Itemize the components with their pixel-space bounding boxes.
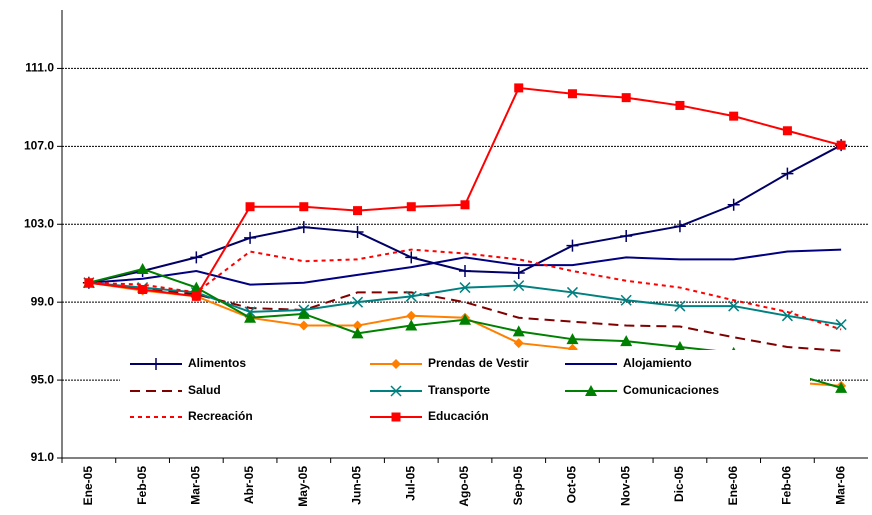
y-tick-label: 103.0 (24, 216, 54, 230)
marker (351, 327, 364, 339)
marker (298, 320, 309, 331)
marker (351, 226, 364, 239)
marker (244, 311, 257, 323)
legend-label: Comunicaciones (623, 383, 719, 397)
x-tick-label: Oct-05 (565, 466, 579, 504)
x-tick-label: Feb-06 (780, 466, 794, 505)
marker (405, 319, 418, 331)
marker (512, 266, 525, 279)
legend-label: Recreación (188, 409, 253, 423)
legend-label: Alojamiento (623, 356, 692, 370)
x-tick-label: Abr-05 (242, 466, 256, 504)
marker (567, 89, 577, 99)
legend-label: Alimentos (188, 356, 246, 370)
y-tick-label: 91.0 (31, 450, 55, 464)
marker (406, 310, 417, 321)
marker (136, 263, 149, 275)
marker (459, 313, 471, 325)
series-line (88, 248, 842, 286)
y-tick-label: 111.0 (25, 61, 54, 75)
marker (406, 202, 416, 212)
marker (138, 285, 148, 295)
marker (727, 198, 740, 211)
marker (512, 325, 525, 337)
marker (405, 290, 417, 302)
marker (459, 265, 471, 278)
marker (353, 206, 363, 216)
marker (781, 167, 794, 180)
marker (729, 111, 739, 121)
marker (460, 200, 470, 210)
marker (836, 140, 846, 150)
x-tick-label: Mar-05 (189, 466, 203, 505)
marker (352, 320, 363, 331)
marker (513, 280, 525, 292)
marker (673, 220, 686, 233)
x-tick-label: Ene-06 (726, 466, 740, 506)
x-tick-label: Ago-05 (457, 466, 471, 507)
x-tick-label: Dic-05 (672, 466, 686, 502)
marker (84, 278, 94, 288)
marker (782, 126, 792, 136)
marker (297, 221, 310, 234)
legend-label: Salud (188, 383, 221, 397)
legend-marker (390, 385, 402, 397)
legend-label: Educación (428, 409, 489, 423)
marker (299, 202, 309, 212)
legend: Alimentos Prendas de Vestir Alojamiento Sal… (120, 350, 810, 432)
legend-label: Transporte (428, 383, 490, 397)
marker (352, 296, 364, 308)
x-tick-label: Feb-05 (135, 466, 149, 505)
x-tick-label: Jul-05 (403, 466, 417, 501)
legend-marker (391, 359, 401, 369)
marker (835, 381, 848, 393)
marker (674, 300, 686, 312)
marker (620, 294, 632, 306)
marker (245, 202, 255, 212)
legend-marker (585, 385, 597, 396)
legend-marker (150, 358, 162, 370)
marker (244, 231, 257, 244)
marker (728, 300, 740, 312)
marker (405, 251, 418, 264)
marker (620, 335, 633, 347)
legend-marker (391, 412, 401, 422)
marker (621, 93, 631, 103)
marker (566, 239, 579, 252)
x-tick-label: May-05 (296, 466, 310, 507)
marker (673, 340, 686, 352)
marker (191, 291, 201, 301)
x-tick-label: Nov-05 (618, 466, 632, 506)
x-tick-label: Sep-05 (511, 466, 525, 506)
legend-label: Prendas de Vestir (428, 356, 529, 370)
marker (297, 307, 310, 319)
x-tick-label: Jun-05 (350, 466, 364, 505)
marker (566, 333, 579, 345)
marker (459, 282, 471, 294)
marker (190, 251, 203, 264)
legend-box (120, 350, 810, 432)
marker (620, 229, 633, 242)
marker (566, 286, 578, 298)
marker (513, 338, 524, 349)
marker (514, 83, 524, 93)
series-line (88, 248, 842, 331)
x-tick-label: Mar-06 (833, 466, 847, 505)
y-tick-label: 99.0 (31, 294, 55, 308)
marker (675, 100, 685, 110)
y-tick-label: 107.0 (24, 139, 54, 153)
marker (835, 319, 847, 331)
y-tick-label: 95.0 (31, 372, 55, 386)
x-tick-label: Ene-05 (81, 466, 95, 506)
